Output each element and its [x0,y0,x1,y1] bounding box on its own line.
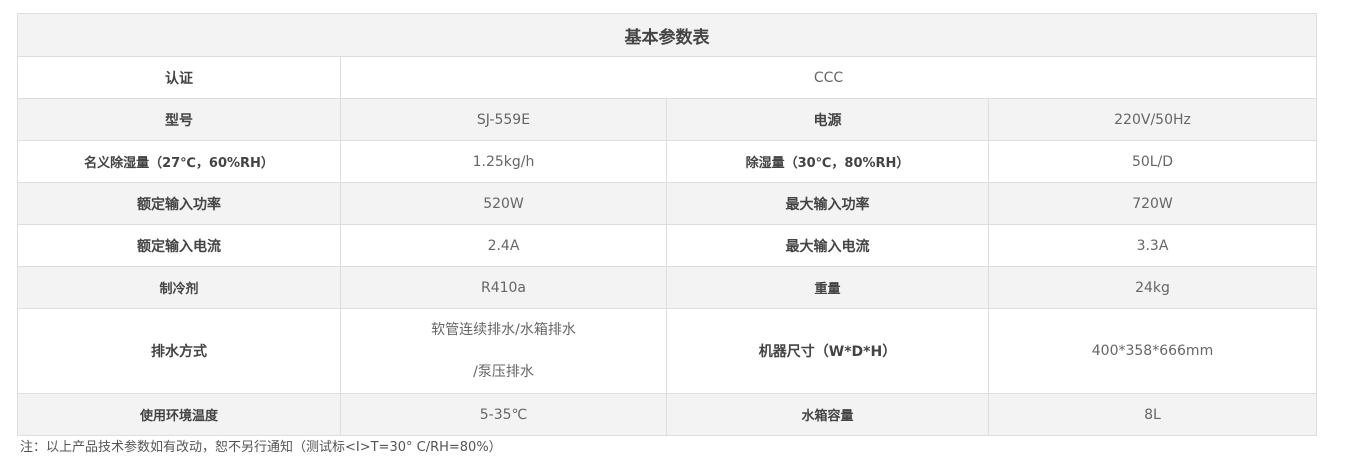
param-value: 24kg [988,266,1317,309]
param-value: 3.3A [988,224,1317,267]
param-label: 水箱容量 [666,393,989,436]
param-label: 额定输入功率 [17,182,341,225]
param-value: 2.4A [340,224,667,267]
param-label: 机器尺寸（W*D*H） [666,308,989,394]
param-value: 720W [988,182,1317,225]
param-value: 220V/50Hz [988,98,1317,141]
table-title: 基本参数表 [17,13,1317,57]
param-label: 最大输入功率 [666,182,989,225]
param-value: R410a [340,266,667,309]
table-row: 名义除湿量（27℃，60%RH） 1.25kg/h 除湿量（30℃，80%RH） 50… [17,140,1317,183]
param-label: 额定输入电流 [17,224,341,267]
param-label: 认证 [17,56,341,99]
value-line: /泵压排水 [473,364,534,380]
param-label: 型号 [17,98,341,141]
param-value: 软管连续排水/水箱排水/泵压排水 [340,308,667,394]
table-row: 型号 SJ-559E 电源 220V/50Hz [17,98,1317,141]
footnote: 注：以上产品技术参数如有改动，恕不另行通知（测试标<I>T=30° C/RH=8… [20,440,502,455]
param-label: 排水方式 [17,308,341,394]
param-label: 最大输入电流 [666,224,989,267]
param-value: 8L [988,393,1317,436]
table-row: 使用环境温度 5-35℃ 水箱容量 8L [17,393,1317,436]
table-row: 排水方式 软管连续排水/水箱排水/泵压排水 机器尺寸（W*D*H） 400*358*6… [17,308,1317,394]
table-row: 额定输入功率 520W 最大输入功率 720W [17,182,1317,225]
table-row: 制冷剂 R410a 重量 24kg [17,266,1317,309]
param-value: CCC [340,56,1317,99]
param-label: 电源 [666,98,989,141]
param-label: 除湿量（30℃，80%RH） [666,140,989,183]
table-title-row: 基本参数表 [17,13,1317,57]
param-value: 400*358*666mm [988,308,1317,394]
param-label: 名义除湿量（27℃，60%RH） [17,140,341,183]
param-label: 使用环境温度 [17,393,341,436]
param-value: 1.25kg/h [340,140,667,183]
param-label: 制冷剂 [17,266,341,309]
param-value: 520W [340,182,667,225]
table-row: 认证 CCC [17,56,1317,99]
parameter-table: 基本参数表 认证 CCC 型号 SJ-559E 电源 220V/50Hz 名义除湿量（2… [17,13,1317,436]
table-row: 额定输入电流 2.4A 最大输入电流 3.3A [17,224,1317,267]
param-value: 50L/D [988,140,1317,183]
value-line: 软管连续排水/水箱排水 [431,322,576,338]
param-value: 5-35℃ [340,393,667,436]
param-label: 重量 [666,266,989,309]
param-value: SJ-559E [340,98,667,141]
